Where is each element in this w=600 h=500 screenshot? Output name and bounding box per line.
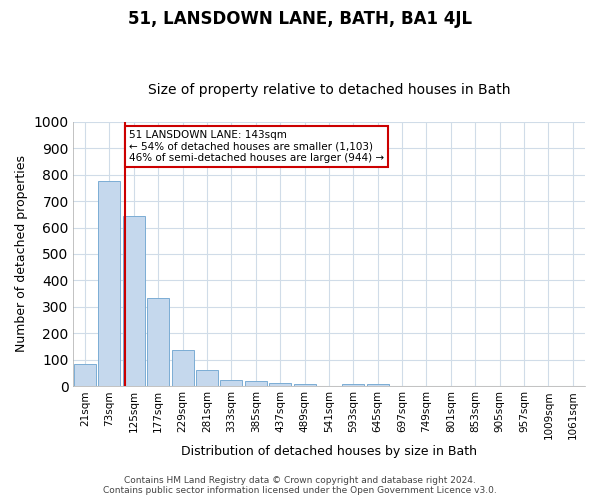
- Bar: [293, 384, 316, 386]
- Title: Size of property relative to detached houses in Bath: Size of property relative to detached ho…: [148, 83, 510, 97]
- X-axis label: Distribution of detached houses by size in Bath: Distribution of detached houses by size …: [181, 444, 477, 458]
- Bar: [220, 380, 242, 386]
- Bar: [343, 384, 364, 386]
- Y-axis label: Number of detached properties: Number of detached properties: [15, 156, 28, 352]
- Bar: [367, 384, 389, 386]
- Bar: [196, 370, 218, 386]
- Text: 51 LANSDOWN LANE: 143sqm
← 54% of detached houses are smaller (1,103)
46% of sem: 51 LANSDOWN LANE: 143sqm ← 54% of detach…: [129, 130, 384, 163]
- Bar: [269, 383, 291, 386]
- Text: Contains HM Land Registry data © Crown copyright and database right 2024.
Contai: Contains HM Land Registry data © Crown c…: [103, 476, 497, 495]
- Bar: [147, 298, 169, 386]
- Bar: [123, 216, 145, 386]
- Bar: [98, 182, 121, 386]
- Text: 51, LANSDOWN LANE, BATH, BA1 4JL: 51, LANSDOWN LANE, BATH, BA1 4JL: [128, 10, 472, 28]
- Bar: [74, 364, 96, 386]
- Bar: [245, 382, 267, 386]
- Bar: [172, 350, 194, 386]
